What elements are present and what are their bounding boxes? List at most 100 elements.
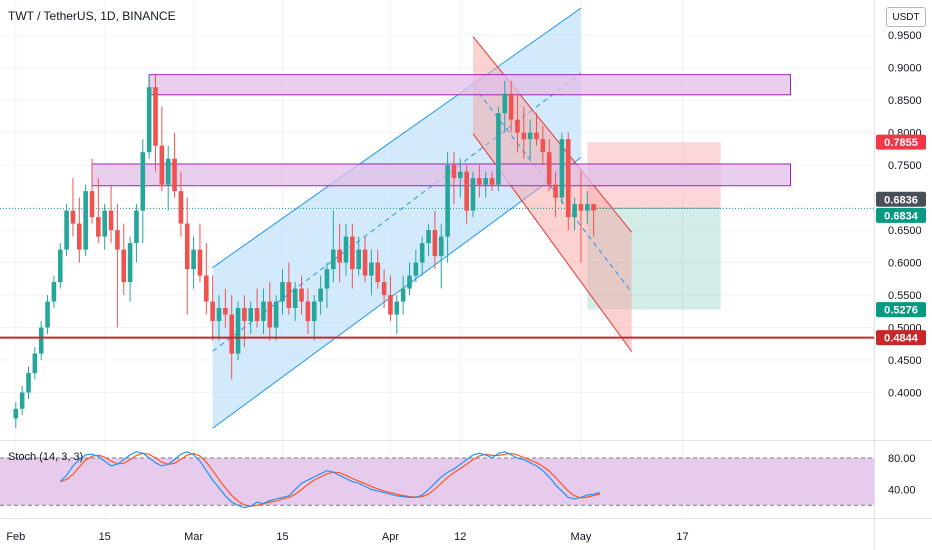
candle-body	[337, 249, 342, 263]
chart-title: TWT / TetherUS, 1D, BINANCE	[8, 9, 176, 23]
candle-body	[19, 392, 25, 409]
candle	[331, 210, 336, 283]
candle	[591, 204, 596, 237]
candle-body	[578, 204, 584, 211]
candle-body	[318, 288, 323, 302]
candle	[51, 275, 57, 309]
candle	[248, 301, 254, 335]
candle	[458, 158, 463, 198]
candle	[343, 223, 349, 276]
candle	[280, 269, 285, 315]
candle	[585, 191, 590, 224]
candle-body	[508, 93, 514, 120]
candle	[32, 347, 38, 380]
candle	[311, 295, 317, 341]
candle-body	[51, 282, 57, 302]
candle	[96, 178, 101, 244]
candle	[204, 243, 209, 315]
candle-body	[369, 262, 374, 276]
candle-body	[115, 230, 120, 250]
candle-body	[223, 308, 228, 315]
candle-body	[38, 327, 44, 354]
candle-body	[324, 269, 330, 289]
candle	[438, 223, 444, 289]
time-tick-label: May	[571, 531, 592, 543]
candle-body	[191, 249, 196, 270]
candle-body	[375, 262, 381, 283]
candle-body	[77, 223, 82, 250]
candle-body	[559, 139, 565, 198]
candle-body	[356, 249, 361, 270]
candle	[286, 262, 292, 315]
candle-body	[419, 243, 425, 263]
stoch-tick-label: 80.00	[888, 453, 916, 465]
candle-body	[292, 288, 298, 309]
candle	[254, 288, 260, 328]
candle-body	[432, 230, 438, 257]
candle	[445, 152, 450, 263]
candle-body	[89, 191, 95, 218]
candle-body	[521, 132, 527, 140]
stoch-indicator-label[interactable]: Stoch (14, 3, 3)	[8, 451, 84, 463]
ascending-channel-upper-line	[212, 7, 582, 268]
stoch-k-line	[59, 451, 601, 509]
candle-body	[96, 217, 101, 237]
candle-body	[280, 282, 285, 302]
candle-body	[585, 204, 590, 211]
price-tick-label: 0.6000	[888, 258, 922, 270]
candle	[426, 223, 431, 257]
candle	[57, 243, 63, 289]
candle-body	[26, 373, 31, 393]
candle	[197, 223, 203, 283]
price-label: 0.6834	[876, 207, 926, 223]
candle-body	[400, 288, 406, 302]
currency-selector[interactable]: USDT	[886, 7, 926, 27]
candle	[159, 106, 165, 192]
time-tick-label: Feb	[6, 531, 25, 543]
price-tick-label: 0.9500	[888, 30, 922, 42]
candle-body	[121, 249, 127, 283]
candle	[508, 80, 514, 133]
price-label: 0.7855	[876, 134, 926, 150]
candle-body	[64, 210, 69, 250]
candle-body	[515, 119, 520, 133]
candle-body	[261, 301, 266, 322]
candle-body	[299, 288, 304, 302]
candle-body	[254, 308, 260, 322]
candle-body	[140, 152, 146, 211]
candle-body	[445, 165, 450, 237]
candle	[172, 132, 177, 198]
candle	[102, 204, 107, 250]
price-label-bg	[876, 191, 926, 207]
time-tick-label: Mar	[184, 531, 203, 543]
candle-body	[165, 158, 171, 185]
candle	[140, 139, 146, 244]
price-label-text: 0.5276	[884, 305, 918, 317]
candle	[165, 145, 171, 211]
candle-body	[235, 308, 241, 354]
candle	[553, 171, 558, 218]
candle-body	[32, 353, 38, 374]
price-tick-label: 0.4000	[888, 388, 922, 400]
candle	[502, 80, 508, 133]
resistance-zone-2	[91, 163, 791, 187]
candle-body	[477, 178, 482, 185]
candle-body	[546, 152, 552, 185]
candle	[375, 249, 381, 289]
candle-body	[197, 249, 203, 276]
candle	[146, 74, 152, 159]
price-tick-label: 0.6500	[888, 225, 922, 237]
candle-body	[362, 249, 368, 276]
candle	[299, 275, 304, 315]
candle-body	[489, 178, 495, 185]
candle-body	[286, 282, 292, 309]
candle-body	[242, 308, 247, 322]
candle-body	[153, 87, 158, 146]
candle	[578, 171, 584, 263]
candle-body	[343, 236, 349, 263]
candle-body	[210, 301, 215, 322]
stoch-d-line	[60, 452, 601, 507]
candle	[89, 158, 95, 224]
candle-body	[127, 243, 133, 283]
